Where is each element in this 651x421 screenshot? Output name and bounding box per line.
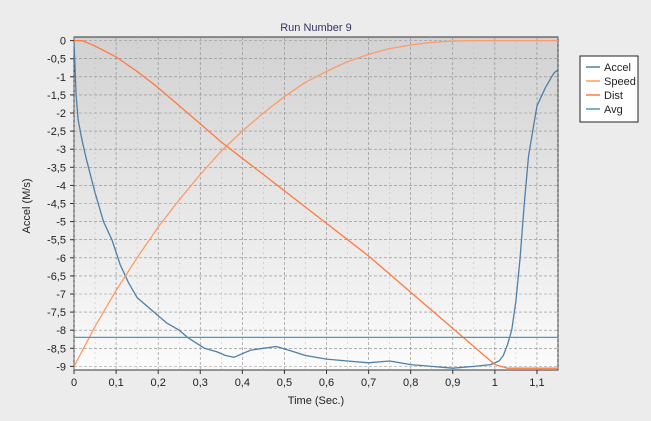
y-tick-label: -1 — [56, 72, 66, 84]
y-tick-label: 0 — [60, 36, 66, 48]
y-tick-label: -3 — [56, 144, 66, 156]
x-axis-title: Time (Sec.) — [288, 395, 344, 407]
x-tick-label: 0,5 — [277, 377, 292, 389]
series-layer — [73, 39, 559, 369]
y-tick-label: -9 — [56, 361, 66, 373]
y-tick-label: -0,5 — [47, 54, 66, 66]
legend-label-avg: Avg — [604, 104, 623, 116]
y-tick-label: -4,5 — [47, 199, 66, 211]
x-tick-label: 1 — [492, 377, 498, 389]
x-tick-label: 0,1 — [108, 377, 123, 389]
x-tick-label: 1,1 — [529, 377, 544, 389]
y-tick-label: -3,5 — [47, 162, 66, 174]
y-tick-label: -6,5 — [47, 271, 66, 283]
series-line-accel — [73, 40, 559, 369]
x-tick-label: 0 — [71, 377, 77, 389]
x-tick-label: 0,4 — [235, 377, 250, 389]
y-tick-label: -1,5 — [47, 90, 66, 102]
legend-label-dist: Dist — [604, 90, 623, 102]
y-tick-label: -7,5 — [47, 307, 66, 319]
x-tick-label: 0,3 — [193, 377, 208, 389]
x-tick-label: 0,7 — [361, 377, 376, 389]
y-tick-label: -5 — [56, 217, 66, 229]
y-tick-label: -4 — [56, 180, 66, 192]
chart-title: Run Number 9 — [280, 22, 352, 34]
y-tick-label: -2 — [56, 108, 66, 120]
x-tick-label: 0,8 — [403, 377, 418, 389]
x-tick-label: 0,9 — [445, 377, 460, 389]
legend: Accel Speed Dist Avg — [579, 55, 639, 123]
series-line-dist — [74, 39, 558, 369]
y-tick-label: -8,5 — [47, 343, 66, 355]
legend-label-speed: Speed — [604, 76, 636, 88]
y-axis-ticks: 0 -0,5 -1 -1,5 -2 -2,5 -3 -3,5 -4 -4,5 -5 -5,5 -6 -6,… — [47, 36, 74, 373]
y-axis-title: Accel (M/s) — [21, 179, 33, 234]
x-axis-ticks: 0 0,1 0,2 0,3 0,4 0,5 0,6 0,7 0,8 0,9 1 1,1 — [71, 370, 545, 389]
y-tick-label: -8 — [56, 325, 66, 337]
legend-label-accel: Accel — [604, 62, 631, 74]
y-tick-label: -5,5 — [47, 235, 66, 247]
x-tick-label: 0,2 — [151, 377, 166, 389]
y-tick-label: -7 — [56, 289, 66, 301]
y-tick-label: -2,5 — [47, 126, 66, 138]
y-tick-label: -6 — [56, 253, 66, 265]
series-line-speed — [73, 39, 558, 367]
grid-lines — [73, 37, 559, 370]
x-tick-label: 0,6 — [319, 377, 334, 389]
